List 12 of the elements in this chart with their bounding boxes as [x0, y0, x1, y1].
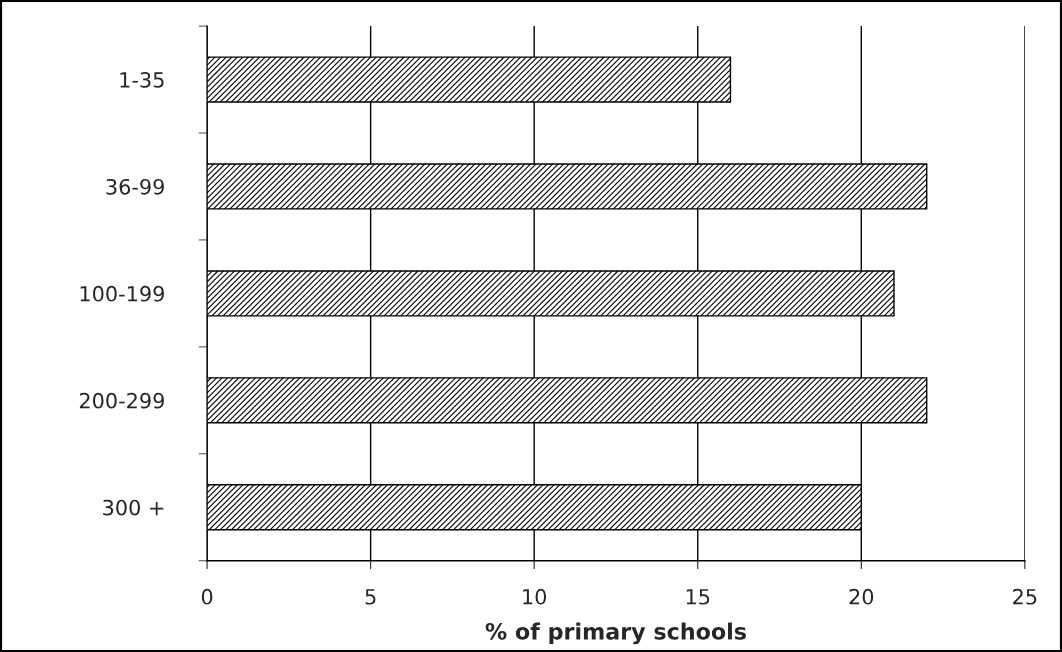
- x-tick-label: 10: [523, 588, 547, 605]
- x-tick-label: 15: [686, 589, 710, 605]
- x-tick-label: 25: [1013, 588, 1037, 605]
- x-tick-label: 5: [365, 589, 376, 605]
- x-tick-label: 20: [849, 588, 874, 605]
- y-tick-label: 1-35: [120, 72, 164, 88]
- y-tick-label: 36-99: [106, 178, 164, 195]
- y-tick-label: 200-299: [79, 392, 164, 409]
- x-tick-label: 0: [201, 588, 213, 605]
- x-axis-title: % of primary schools: [485, 622, 746, 645]
- y-tick-label: 100-199: [80, 285, 164, 302]
- y-tick-label: 300 +: [103, 499, 164, 516]
